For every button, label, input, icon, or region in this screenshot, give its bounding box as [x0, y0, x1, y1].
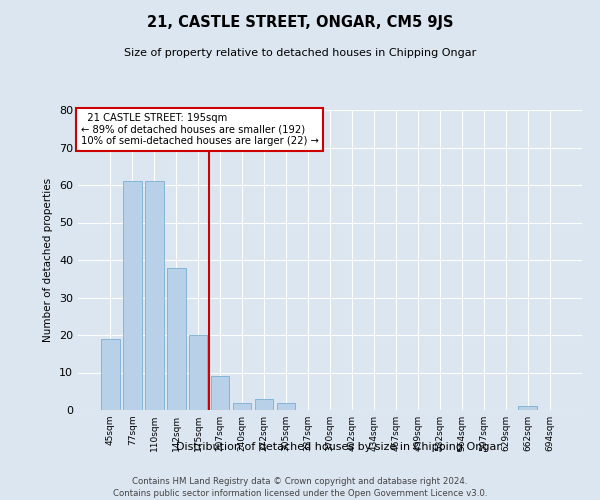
Bar: [211, 376, 229, 410]
Text: Distribution of detached houses by size in Chipping Ongar: Distribution of detached houses by size …: [176, 442, 502, 452]
Bar: [277, 402, 295, 410]
Bar: [518, 406, 537, 410]
Bar: [123, 181, 142, 410]
Bar: [167, 268, 185, 410]
Bar: [101, 339, 119, 410]
Text: 21, CASTLE STREET, ONGAR, CM5 9JS: 21, CASTLE STREET, ONGAR, CM5 9JS: [147, 15, 453, 30]
Text: Size of property relative to detached houses in Chipping Ongar: Size of property relative to detached ho…: [124, 48, 476, 58]
Bar: [189, 335, 208, 410]
Bar: [145, 181, 164, 410]
Bar: [233, 402, 251, 410]
Text: 21 CASTLE STREET: 195sqm
← 89% of detached houses are smaller (192)
10% of semi-: 21 CASTLE STREET: 195sqm ← 89% of detach…: [80, 113, 319, 146]
Text: Contains HM Land Registry data © Crown copyright and database right 2024.
Contai: Contains HM Land Registry data © Crown c…: [113, 476, 487, 498]
Bar: [255, 399, 274, 410]
Y-axis label: Number of detached properties: Number of detached properties: [43, 178, 53, 342]
